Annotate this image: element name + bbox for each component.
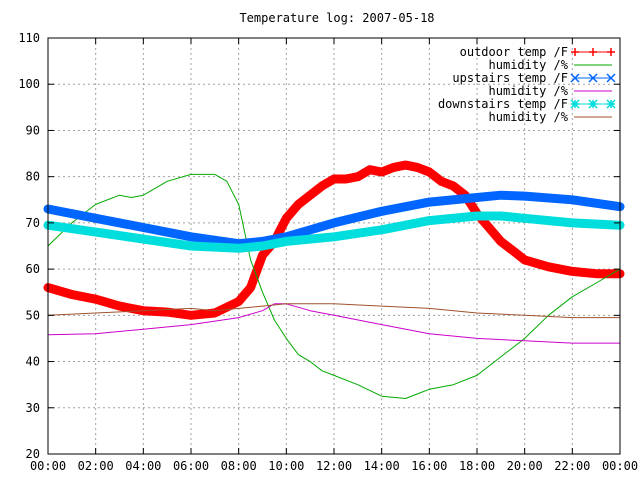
x-tick-label: 08:00: [221, 459, 257, 473]
y-tick-label: 20: [26, 447, 40, 461]
y-tick-label: 70: [26, 216, 40, 230]
y-tick-label: 40: [26, 355, 40, 369]
x-tick-label: 06:00: [173, 459, 209, 473]
legend-label: humidity /%: [489, 58, 569, 72]
y-tick-label: 30: [26, 401, 40, 415]
legend-label: humidity /%: [489, 84, 569, 98]
legend-marker: [607, 48, 615, 56]
legend-marker: [588, 73, 598, 83]
legend-marker: [570, 99, 580, 109]
y-tick-label: 90: [26, 123, 40, 137]
series-line: [43, 160, 625, 320]
legend-label: outdoor temp /F: [460, 45, 568, 59]
legend-label: upstairs temp /F: [452, 71, 568, 85]
x-tick-label: 22:00: [554, 459, 590, 473]
x-tick-label: 00:00: [30, 459, 66, 473]
series-line: [47, 303, 621, 344]
axis-labels: 00:00 02:00 04:00 06:00 08:00 10:00 12:00 14:00…: [18, 31, 638, 473]
x-tick-label: 12:00: [316, 459, 352, 473]
y-tick-label: 100: [18, 77, 40, 91]
series-line: [43, 211, 625, 253]
series-group: [43, 160, 625, 399]
x-tick-label: 20:00: [507, 459, 543, 473]
series-0: [43, 160, 625, 320]
series-2: [43, 190, 625, 249]
series-3: [47, 303, 621, 344]
legend-marker: [606, 99, 616, 109]
legend-marker: [571, 48, 579, 56]
grid-lines: [48, 38, 620, 454]
series-line: [47, 303, 621, 319]
chart-title: Temperature log: 2007-05-18: [239, 11, 434, 25]
x-tick-label: 16:00: [411, 459, 447, 473]
x-tick-label: 10:00: [268, 459, 304, 473]
y-tick-label: 80: [26, 170, 40, 184]
x-tick-label: 18:00: [459, 459, 495, 473]
series-5: [47, 303, 621, 319]
series-4: [43, 211, 625, 253]
y-tick-label: 110: [18, 31, 40, 45]
legend-label: humidity /%: [489, 110, 569, 124]
legend-marker: [570, 73, 580, 83]
series-line: [47, 173, 621, 399]
y-tick-label: 60: [26, 262, 40, 276]
legend-marker: [588, 99, 598, 109]
x-tick-label: 00:00: [602, 459, 638, 473]
x-tick-label: 04:00: [125, 459, 161, 473]
x-tick-label: 02:00: [78, 459, 114, 473]
legend-marker: [606, 73, 616, 83]
series-1: [47, 173, 621, 399]
legend-label: downstairs temp /F: [438, 97, 568, 111]
x-tick-label: 14:00: [364, 459, 400, 473]
y-tick-label: 50: [26, 308, 40, 322]
series-line: [43, 190, 625, 249]
legend-marker: [589, 48, 597, 56]
